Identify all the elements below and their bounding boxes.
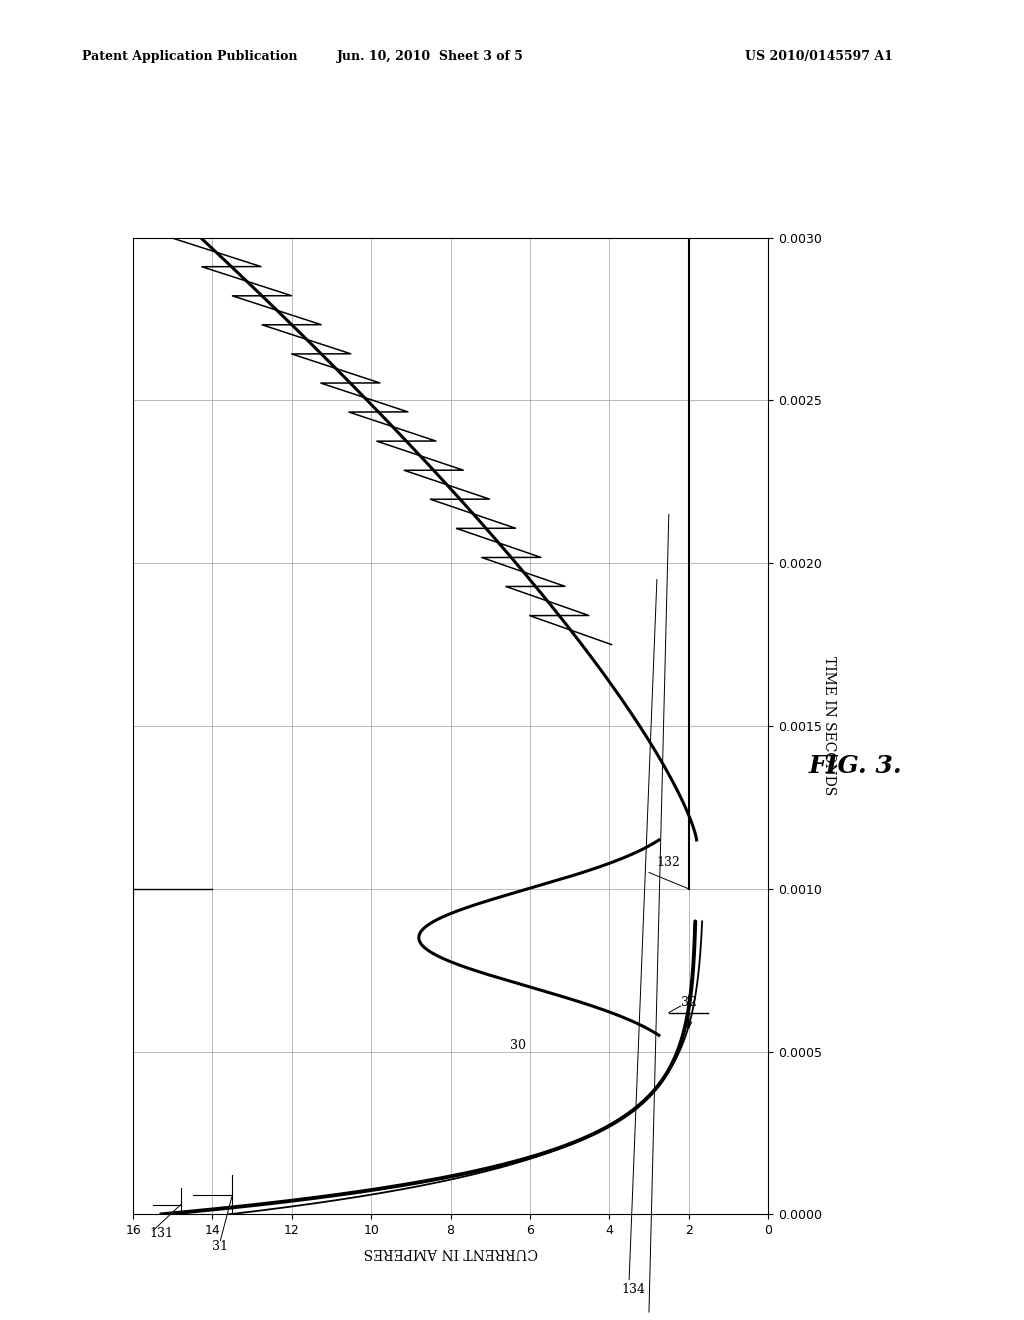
X-axis label: CURRENT IN AMPERES: CURRENT IN AMPERES (364, 1246, 538, 1259)
Text: 132: 132 (657, 857, 681, 870)
Text: 32: 32 (681, 997, 696, 1010)
Text: 134: 134 (622, 1283, 645, 1296)
Text: 30: 30 (510, 1039, 526, 1052)
Text: US 2010/0145597 A1: US 2010/0145597 A1 (745, 50, 893, 63)
Text: Jun. 10, 2010  Sheet 3 of 5: Jun. 10, 2010 Sheet 3 of 5 (337, 50, 523, 63)
Text: Patent Application Publication: Patent Application Publication (82, 50, 297, 63)
Y-axis label: TIME IN SECONDS: TIME IN SECONDS (821, 656, 836, 796)
Text: 31: 31 (213, 1241, 228, 1254)
Text: FIG. 3.: FIG. 3. (808, 754, 902, 777)
Text: 131: 131 (148, 1228, 173, 1241)
